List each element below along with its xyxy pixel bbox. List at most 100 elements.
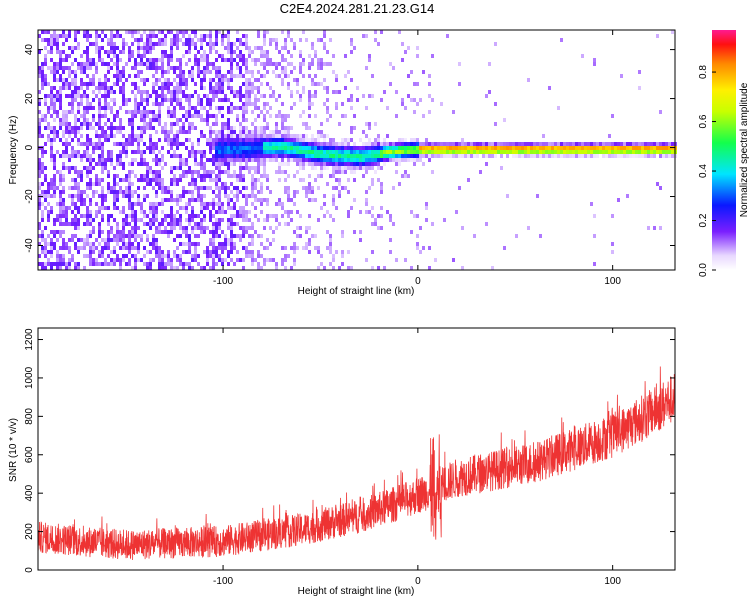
spectrogram-cell (272, 134, 275, 138)
spectrogram-cell (671, 142, 674, 146)
spectrogram-cell (167, 254, 170, 258)
spectrogram-cell (227, 34, 230, 38)
spectrogram-cell (74, 218, 77, 222)
spectrogram-cell (155, 70, 158, 74)
spectrogram-cell (299, 66, 302, 70)
spectrogram-cell (284, 46, 287, 50)
spectrogram-cell (80, 170, 83, 174)
spectrogram-cell (242, 246, 245, 250)
spectrogram-cell (194, 178, 197, 182)
spectrogram-cell (281, 142, 284, 146)
spectrogram-cell (86, 122, 89, 126)
spectrogram-cell (53, 74, 56, 78)
spectrogram-cell (176, 66, 179, 70)
spectrogram-cell (65, 146, 68, 150)
spectrogram-cell (137, 178, 140, 182)
spectrogram-cell (155, 226, 158, 230)
spectrogram-cell (143, 78, 146, 82)
spectrogram-cell (407, 94, 410, 98)
spectrogram-cell (53, 178, 56, 182)
spectrogram-cell (197, 222, 200, 226)
spectrogram-cell (137, 50, 140, 54)
spectrogram-cell (239, 42, 242, 46)
spectrogram-cell (239, 122, 242, 126)
spectrogram-cell (185, 218, 188, 222)
spectrogram-cell (461, 154, 464, 158)
spectrogram-cell (290, 142, 293, 146)
spectrogram-cell (509, 146, 512, 150)
spectrogram-cell (281, 122, 284, 126)
spectrogram-cell (275, 138, 278, 142)
spectrogram-cell (326, 146, 329, 150)
spectrogram-cell (227, 130, 230, 134)
spectrogram-cell (41, 230, 44, 234)
spectrogram-cell (224, 126, 227, 130)
spectrogram-cell (38, 70, 41, 74)
spectrogram-cell (263, 118, 266, 122)
spectrogram-cell (143, 98, 146, 102)
spectrogram-cell (467, 178, 470, 182)
spectrogram-cell (587, 142, 590, 146)
spectrogram-cell (209, 130, 212, 134)
spectrogram-cell (632, 150, 635, 154)
spectrogram-cell (113, 74, 116, 78)
spectrogram-cell (473, 142, 476, 146)
spectrogram-cell (284, 42, 287, 46)
spectrogram-cell (284, 130, 287, 134)
spectrogram-cell (104, 138, 107, 142)
spectrogram-cell (86, 94, 89, 98)
spectrogram-cell (89, 58, 92, 62)
spectrogram-cell (284, 210, 287, 214)
spectrogram-cell (92, 58, 95, 62)
spectrogram-cell (65, 246, 68, 250)
spectrogram-cell (164, 230, 167, 234)
spectrogram-cell (110, 30, 113, 34)
spectrogram-cell (170, 266, 173, 270)
spectrogram-cell (206, 110, 209, 114)
spectrogram-cell (287, 50, 290, 54)
spectrogram-cell (167, 78, 170, 82)
spectrogram-cell (59, 234, 62, 238)
spectrogram-cell (218, 134, 221, 138)
spectrogram-cell (68, 262, 71, 266)
spectrogram-cell (209, 102, 212, 106)
spectrogram-cell (275, 142, 278, 146)
spectrogram-cell (188, 50, 191, 54)
spectrogram-cell (44, 58, 47, 62)
spectrogram-cell (98, 230, 101, 234)
spectrogram-cell (119, 70, 122, 74)
spectrogram-cell (101, 246, 104, 250)
spectrogram-cell (326, 50, 329, 54)
spectrogram-cell (101, 142, 104, 146)
spectrogram-cell (128, 50, 131, 54)
spectrogram-cell (53, 246, 56, 250)
spectrogram-cell (305, 190, 308, 194)
spectrogram-cell (191, 198, 194, 202)
spectrogram-cell (335, 166, 338, 170)
spectrogram-cell (143, 126, 146, 130)
spectrogram-cell (140, 162, 143, 166)
spectrogram-cell (239, 166, 242, 170)
spectrogram-cell (263, 126, 266, 130)
spectrogram-cell (401, 42, 404, 46)
spectrogram-cell (281, 30, 284, 34)
spectrogram-cell (446, 146, 449, 150)
spectrogram-cell (311, 46, 314, 50)
spectrogram-cell (128, 194, 131, 198)
spectrogram-cell (119, 86, 122, 90)
spectrogram-cell (164, 218, 167, 222)
spectrogram-cell (83, 242, 86, 246)
spectrogram-cell (152, 246, 155, 250)
spectrogram-cell (140, 238, 143, 242)
spectrogram-cell (266, 158, 269, 162)
spectrogram-cell (596, 142, 599, 146)
spectrogram-cell (530, 142, 533, 146)
spectrogram-cell (149, 242, 152, 246)
spectrogram-cell (650, 146, 653, 150)
spectrogram-cell (200, 114, 203, 118)
spectrogram-cell (107, 102, 110, 106)
spectrogram-cell (62, 230, 65, 234)
spectrogram-cell (221, 262, 224, 266)
spectrogram-cell (92, 142, 95, 146)
spectrogram-cell (257, 166, 260, 170)
